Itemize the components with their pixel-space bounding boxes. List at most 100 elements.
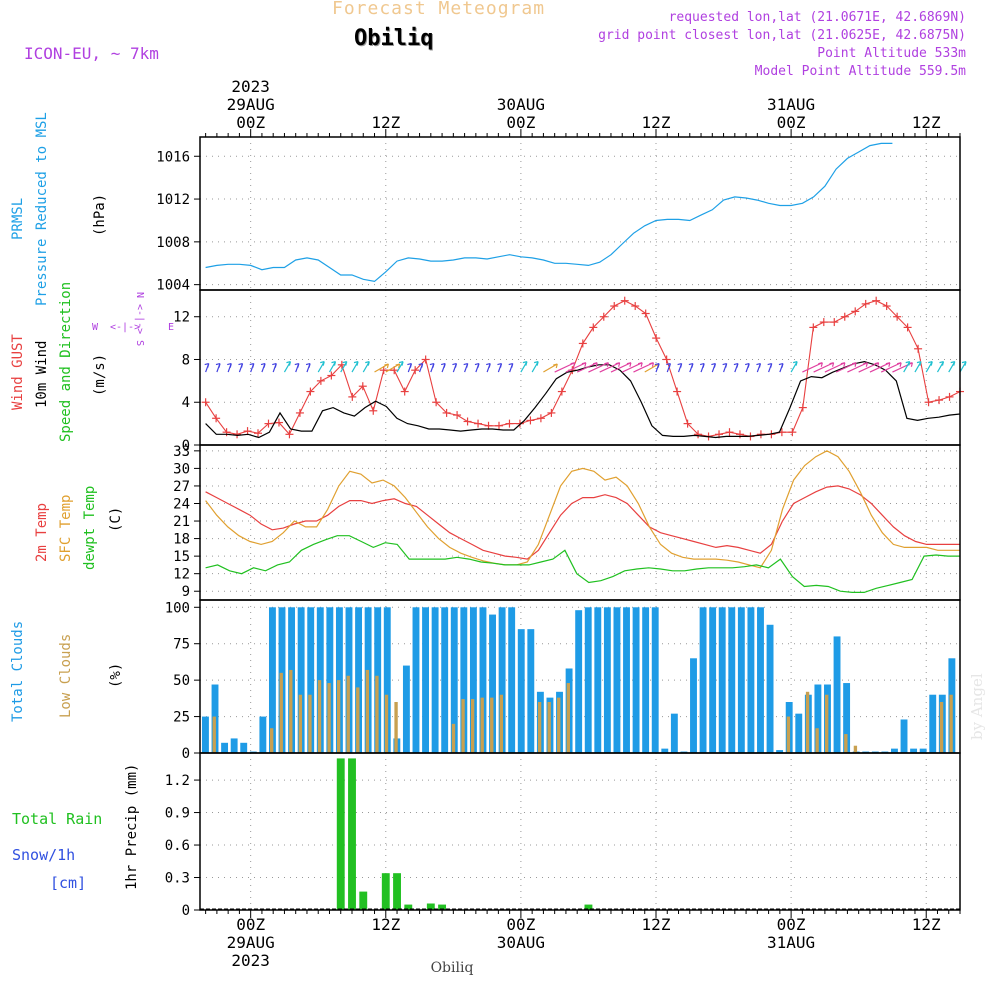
- total-cloud-bar: [527, 629, 535, 753]
- hour-label-top: 00Z: [236, 113, 265, 132]
- wind-direction-arrow: [418, 362, 423, 366]
- wind-direction-arrow: [802, 362, 823, 373]
- wind-direction-arrow: [939, 361, 944, 364]
- wind-direction-arrow: [941, 361, 945, 366]
- wind-direction-arrow: [305, 362, 311, 366]
- wind-gust-label: Wind GUST: [10, 334, 26, 410]
- total-cloud-bar: [833, 636, 841, 753]
- total-cloud-bar: [335, 607, 343, 753]
- total-cloud-bar: [623, 607, 630, 753]
- wind-direction-arrow: [395, 363, 400, 366]
- wind-direction-arrow: [432, 363, 435, 368]
- total-cloud-bar: [221, 742, 229, 753]
- total-cloud-bar: [919, 748, 927, 753]
- wind-direction-arrow: [699, 362, 705, 366]
- wind-direction-arrow: [640, 362, 643, 367]
- wind-direction-arrow: [629, 362, 632, 367]
- wind-direction-arrow: [691, 363, 694, 368]
- wind-direction-arrow: [218, 363, 221, 368]
- wind-direction-arrow: [466, 363, 469, 368]
- ytick-label: 0.6: [165, 838, 190, 854]
- total-cloud-bar: [489, 614, 496, 753]
- wind-direction-arrow: [385, 363, 400, 373]
- rain-bar: [584, 904, 593, 910]
- wind-direction-arrow: [573, 362, 576, 367]
- ytick-label: 30: [173, 461, 190, 477]
- wind-direction-arrow: [618, 362, 621, 367]
- wind-direction-arrow: [288, 361, 292, 366]
- wind-direction-arrow: [758, 363, 761, 368]
- wind-direction-arrow: [733, 362, 739, 366]
- total-cloud-bar: [642, 607, 650, 753]
- date-label-bottom: 30AUG: [497, 933, 545, 952]
- total-cloud-bar: [498, 607, 506, 753]
- wind-direction-arrow: [795, 361, 798, 366]
- total-cloud-bar: [718, 607, 726, 753]
- rain-bar: [336, 758, 345, 910]
- wind-direction-arrow: [554, 362, 575, 373]
- total-cloud-bar: [757, 607, 764, 753]
- wind-direction-arrow: [908, 361, 911, 366]
- wind-direction-arrow: [374, 363, 389, 373]
- panel-frame: [199, 752, 961, 911]
- total-cloud-bar: [479, 607, 487, 753]
- low-cloud-bar: [490, 697, 494, 753]
- wind-direction-arrow: [843, 362, 846, 367]
- ytick-label: 21: [173, 514, 190, 530]
- wind-direction-arrow: [367, 361, 370, 366]
- wind-direction-arrow: [452, 362, 457, 366]
- low-cloud-bar: [327, 683, 331, 753]
- wind-direction-arrow: [384, 363, 389, 366]
- wind-direction-arrow: [869, 362, 891, 373]
- wind-direction-arrow: [950, 361, 955, 364]
- wind-direction-arrow: [770, 363, 773, 368]
- total-cloud-bar: [891, 748, 898, 753]
- low-cloud-bar: [805, 691, 810, 753]
- temp-sfc-label: SFC Temp: [58, 495, 74, 562]
- temp-2m-line: [205, 485, 960, 560]
- low-cloud-bar: [547, 702, 551, 753]
- hour-label-bottom: 00Z: [506, 915, 535, 934]
- wind-direction-arrow: [252, 363, 255, 368]
- wind-direction-arrow: [649, 362, 654, 365]
- total-cloud-bar: [613, 607, 621, 753]
- low-cloud-bar: [289, 669, 293, 753]
- clouds-unit: (%): [108, 663, 124, 688]
- precip-unit: 1hr Precip (mm): [124, 764, 140, 890]
- wind-direction-arrow: [756, 362, 761, 366]
- wind-direction-arrow: [207, 363, 210, 368]
- ytick-label: 1008: [156, 235, 190, 251]
- wind-direction-arrow: [888, 362, 891, 367]
- ytick-label: 4: [182, 395, 190, 411]
- low-cloud-bar: [346, 675, 350, 753]
- wind-direction-arrow: [454, 363, 457, 368]
- point-altitude: Point Altitude 533m: [817, 46, 966, 61]
- wind-direction-arrow: [421, 363, 424, 368]
- wind-direction-arrow: [249, 362, 254, 366]
- wind-direction-arrow: [847, 362, 868, 373]
- wind-direction-arrow: [899, 362, 902, 367]
- total-cloud-bar: [297, 607, 305, 753]
- wind-direction-arrow: [874, 362, 879, 365]
- wind-direction-arrow: [638, 362, 643, 365]
- total-cloud-bar: [795, 713, 803, 753]
- data-layer: [200, 142, 967, 910]
- wind-direction-arrow: [725, 363, 728, 368]
- low-cloud-bar: [537, 702, 542, 753]
- ytick-label: 0: [182, 903, 190, 919]
- total-cloud-bar: [402, 665, 410, 753]
- total-cloud-bar: [670, 713, 678, 753]
- wind-direction-arrow: [308, 363, 311, 368]
- wind-direction-arrow: [820, 362, 823, 367]
- ytick-label: 18: [173, 532, 190, 548]
- date-label-bottom: 29AUG: [227, 933, 275, 952]
- wind-direction-arrow: [831, 362, 835, 367]
- ytick-label: 27: [173, 479, 190, 495]
- wind-direction-arrow: [865, 362, 868, 367]
- wind-direction-arrow: [877, 362, 880, 367]
- ytick-label: 0.9: [165, 806, 190, 822]
- wind-direction-arrow: [443, 363, 446, 368]
- total-cloud-bar: [709, 607, 717, 753]
- hour-label-bottom: 12Z: [912, 915, 941, 934]
